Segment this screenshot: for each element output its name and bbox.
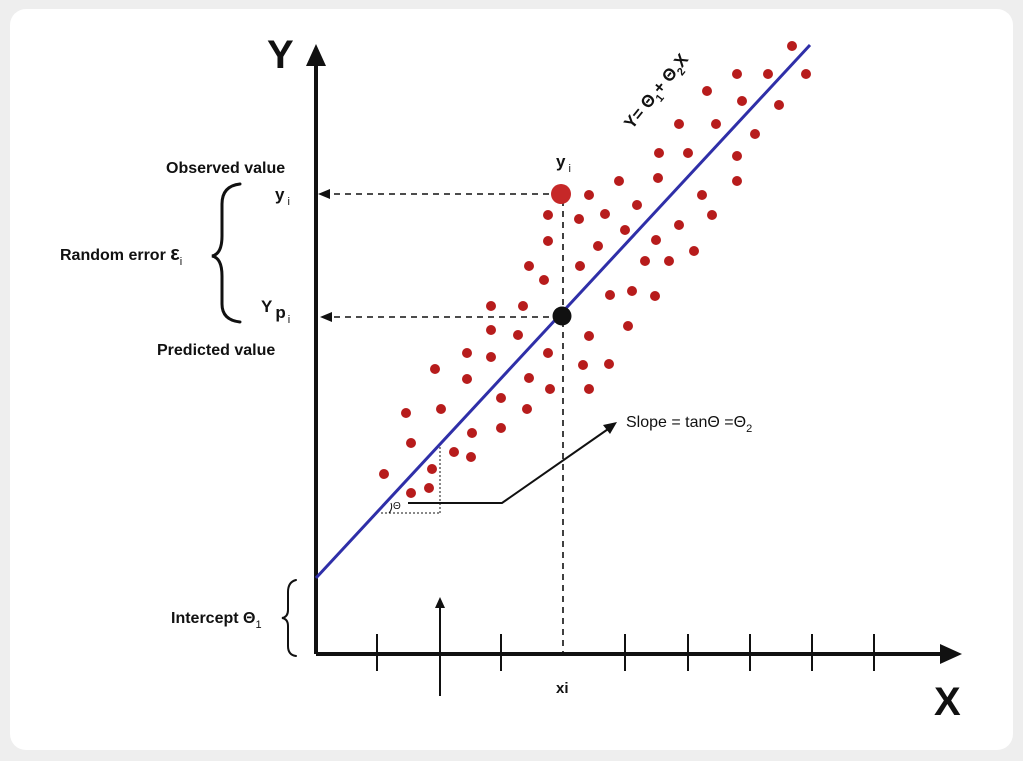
data-point <box>496 393 506 403</box>
data-point <box>674 119 684 129</box>
data-point <box>436 404 446 414</box>
theta-arc <box>388 502 393 514</box>
data-point <box>584 190 594 200</box>
data-point <box>578 360 588 370</box>
data-points <box>379 41 811 498</box>
data-point <box>674 220 684 230</box>
data-point <box>774 100 784 110</box>
data-point <box>424 483 434 493</box>
data-point <box>623 321 633 331</box>
data-point <box>467 428 477 438</box>
x-axis-arrowhead <box>940 644 962 664</box>
y-axis-arrowhead <box>306 44 326 66</box>
xi-label: xi <box>556 680 569 697</box>
data-point <box>750 129 760 139</box>
data-point <box>545 384 555 394</box>
data-point <box>627 286 637 296</box>
data-point <box>593 241 603 251</box>
data-point <box>543 236 553 246</box>
predicted-point <box>552 306 572 326</box>
diagram-card <box>10 9 1013 750</box>
x-ticks <box>376 634 875 671</box>
data-point <box>379 469 389 479</box>
data-point <box>653 173 663 183</box>
slope-label: Slope = tanΘ =Θ2 <box>626 414 752 435</box>
data-point <box>462 374 472 384</box>
data-point <box>632 200 642 210</box>
data-point <box>732 151 742 161</box>
data-point <box>466 452 476 462</box>
data-point <box>524 373 534 383</box>
data-point <box>486 352 496 362</box>
data-point <box>651 235 661 245</box>
data-point <box>522 404 532 414</box>
data-point <box>604 359 614 369</box>
y-axis-label: Y <box>267 33 294 77</box>
data-point <box>401 408 411 418</box>
x-axis-label: X <box>934 680 961 724</box>
slope-pointer-line <box>408 426 612 504</box>
data-point <box>763 69 773 79</box>
data-point <box>605 290 615 300</box>
data-point <box>539 275 549 285</box>
observed-dashed-arrowhead <box>318 189 330 199</box>
random-error-label: Random error εi <box>60 243 182 268</box>
data-point <box>689 246 699 256</box>
data-point <box>584 384 594 394</box>
data-point <box>427 464 437 474</box>
regression-equation: Y= Θ1+ Θ2X <box>620 50 695 135</box>
random-error-brace <box>211 182 242 324</box>
data-point <box>406 488 416 498</box>
data-point <box>543 348 553 358</box>
data-point <box>574 214 584 224</box>
data-point <box>737 96 747 106</box>
data-point <box>486 301 496 311</box>
data-point <box>600 209 610 219</box>
data-point <box>697 190 707 200</box>
data-point <box>543 210 553 220</box>
data-point <box>732 176 742 186</box>
data-point <box>575 261 585 271</box>
data-point <box>449 447 459 457</box>
data-point <box>640 256 650 266</box>
data-point <box>787 41 797 51</box>
data-point <box>683 148 693 158</box>
theta-label: Θ <box>393 501 401 512</box>
data-point <box>711 119 721 129</box>
intercept-brace <box>281 579 297 657</box>
intercept-pointer-arrowhead <box>435 597 445 608</box>
intercept-label: Intercept Θ1 <box>171 610 262 631</box>
data-point <box>620 225 630 235</box>
data-point <box>654 148 664 158</box>
data-point <box>801 69 811 79</box>
slope-triangle <box>381 446 441 514</box>
data-point <box>524 261 534 271</box>
data-point <box>650 291 660 301</box>
data-point <box>664 256 674 266</box>
data-point <box>732 69 742 79</box>
data-point <box>462 348 472 358</box>
predicted-dashed-arrowhead <box>320 312 332 322</box>
predicted-value-label: Predicted value <box>157 342 275 359</box>
observed-value-label: Observed value <box>166 160 285 177</box>
data-point <box>614 176 624 186</box>
data-point <box>406 438 416 448</box>
slope-pointer-arrowhead <box>603 422 617 434</box>
data-point <box>430 364 440 374</box>
data-point <box>518 301 528 311</box>
data-point <box>496 423 506 433</box>
observed-point <box>551 184 571 204</box>
data-point <box>513 330 523 340</box>
data-point <box>702 86 712 96</box>
data-point <box>486 325 496 335</box>
data-point <box>707 210 717 220</box>
data-point <box>584 331 594 341</box>
